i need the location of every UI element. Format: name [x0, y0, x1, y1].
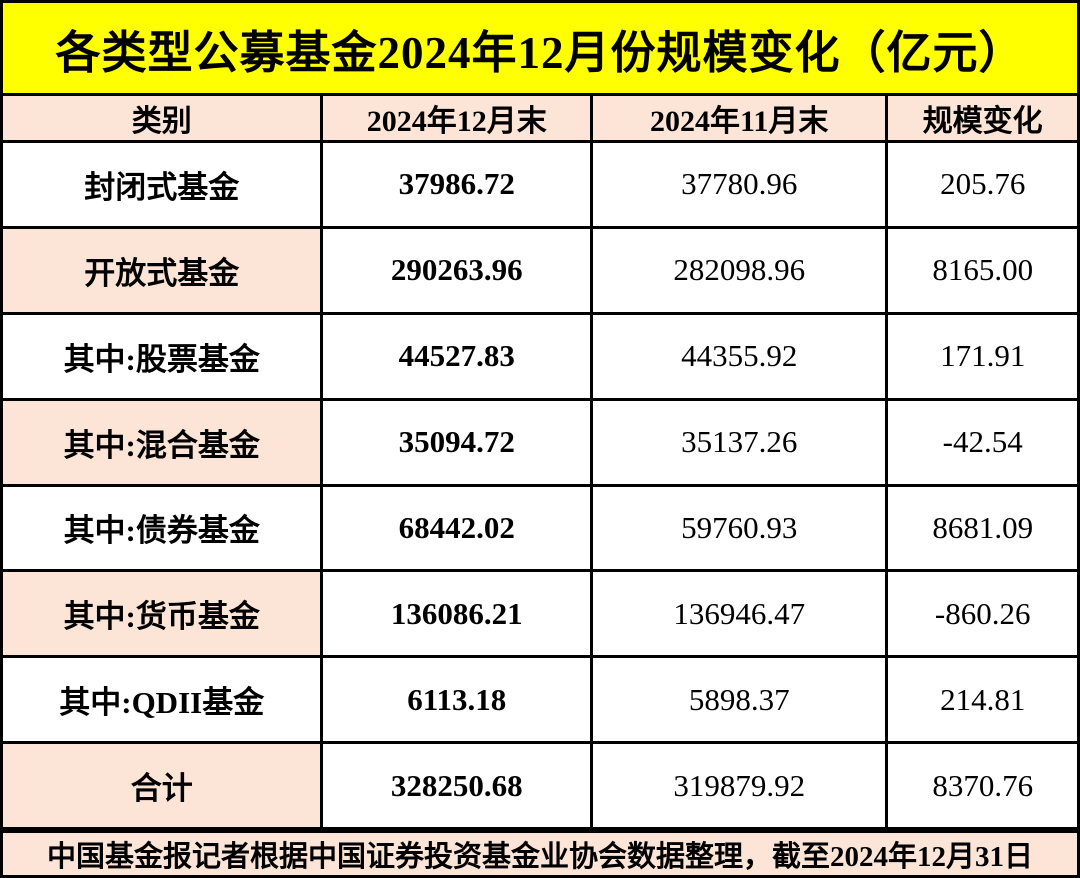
nov-2024-value-cell: 136946.47 — [590, 569, 889, 659]
table-row: 开放式基金 290263.96 282098.96 8165.00 — [3, 225, 1077, 315]
table-row: 封闭式基金 37986.72 37780.96 205.76 — [3, 140, 1077, 229]
dec-2024-value-cell: 328250.68 — [320, 741, 594, 830]
category-cell: 封闭式基金 — [3, 140, 324, 229]
source-note: 中国基金报记者根据中国证券投资基金业协会数据整理，截至2024年12月31日 — [3, 830, 1077, 875]
change-value-cell: 214.81 — [885, 655, 1077, 745]
category-cell: 其中:QDII基金 — [3, 655, 324, 745]
column-header-col-dec-2024: 2024年12月末 — [320, 96, 594, 143]
column-header-col-nov-2024: 2024年11月末 — [590, 96, 889, 143]
fund-table: 类别 2024年12月末 2024年11月末 规模变化 封闭式基金 37986.72 37… — [3, 96, 1077, 830]
table-row: 其中:股票基金 44527.83 44355.92 171.91 — [3, 311, 1077, 401]
nov-2024-value-cell: 59760.93 — [590, 483, 889, 573]
table-row: 合计 328250.68 319879.92 8370.76 — [3, 741, 1077, 830]
change-value-cell: -860.26 — [885, 569, 1077, 659]
change-value-cell: 171.91 — [885, 311, 1077, 401]
change-value-cell: 8370.76 — [885, 741, 1077, 830]
category-cell: 其中:股票基金 — [3, 311, 324, 401]
dec-2024-value-cell: 6113.18 — [320, 655, 594, 745]
change-value-cell: 205.76 — [885, 140, 1077, 229]
dec-2024-value-cell: 290263.96 — [320, 225, 594, 315]
dec-2024-value-cell: 35094.72 — [320, 397, 594, 487]
category-cell: 其中:货币基金 — [3, 569, 324, 659]
title-bar: 各类型公募基金2024年12月份规模变化（亿元） — [3, 3, 1077, 96]
category-cell: 其中:债券基金 — [3, 483, 324, 573]
nov-2024-value-cell: 44355.92 — [590, 311, 889, 401]
nov-2024-value-cell: 37780.96 — [590, 140, 889, 229]
table-row: 其中:QDII基金 6113.18 5898.37 214.81 — [3, 655, 1077, 745]
source-note-text: 中国基金报记者根据中国证券投资基金业协会数据整理，截至2024年12月31日 — [46, 841, 1033, 873]
change-value-cell: 8165.00 — [885, 225, 1077, 315]
nov-2024-value-cell: 319879.92 — [590, 741, 889, 830]
dec-2024-value-cell: 44527.83 — [320, 311, 594, 401]
column-header-col-category: 类别 — [3, 96, 324, 143]
change-value-cell: -42.54 — [885, 397, 1077, 487]
page-title: 各类型公募基金2024年12月份规模变化（亿元） — [55, 27, 1025, 78]
category-cell: 其中:混合基金 — [3, 397, 324, 487]
table-row: 其中:混合基金 35094.72 35137.26 -42.54 — [3, 397, 1077, 487]
category-cell: 合计 — [3, 741, 324, 830]
column-header-col-change: 规模变化 — [885, 96, 1077, 143]
change-value-cell: 8681.09 — [885, 483, 1077, 573]
dec-2024-value-cell: 37986.72 — [320, 140, 594, 229]
nov-2024-value-cell: 282098.96 — [590, 225, 889, 315]
dec-2024-value-cell: 68442.02 — [320, 483, 594, 573]
nov-2024-value-cell: 35137.26 — [590, 397, 889, 487]
table-row: 其中:货币基金 136086.21 136946.47 -860.26 — [3, 569, 1077, 659]
dec-2024-value-cell: 136086.21 — [320, 569, 594, 659]
table-row: 其中:债券基金 68442.02 59760.93 8681.09 — [3, 483, 1077, 573]
nov-2024-value-cell: 5898.37 — [590, 655, 889, 745]
table-header-row: 类别 2024年12月末 2024年11月末 规模变化 — [3, 96, 1077, 143]
category-cell: 开放式基金 — [3, 225, 324, 315]
